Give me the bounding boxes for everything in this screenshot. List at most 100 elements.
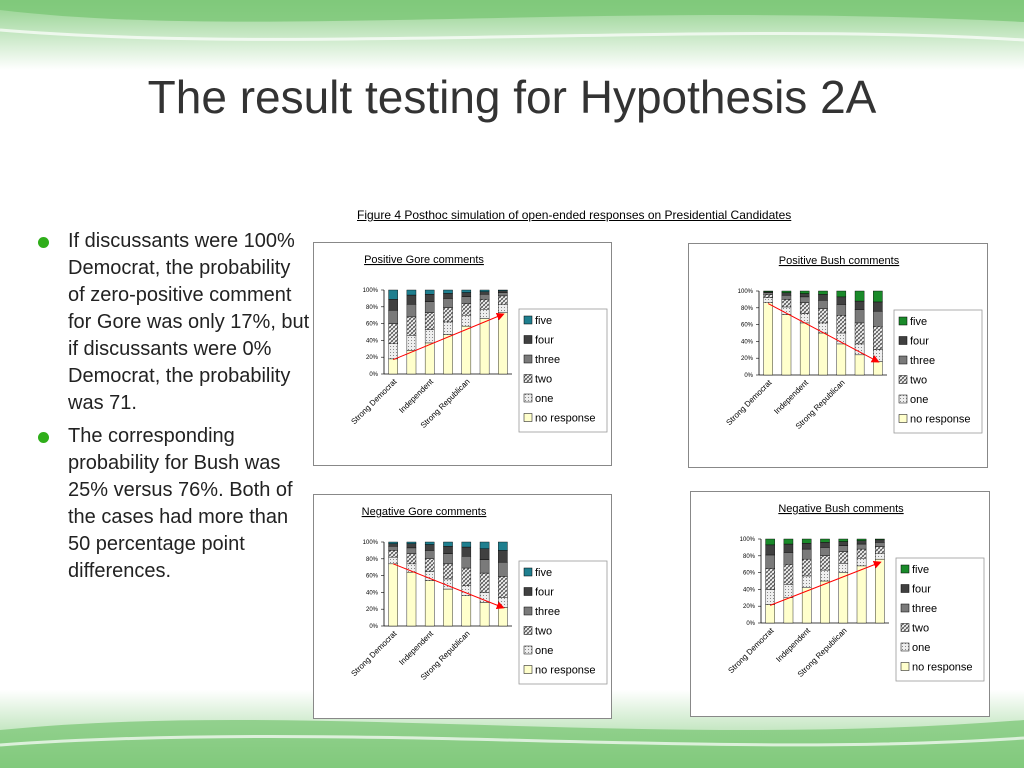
chart-title: Positive Bush comments (779, 255, 900, 267)
bar-segment-five (838, 538, 849, 542)
bar-segment-five (424, 289, 435, 295)
bar-segment-four (498, 290, 508, 293)
bar-segment-three (856, 543, 867, 550)
bar-segment-no-response (820, 580, 830, 624)
bar-segment-four (783, 543, 794, 553)
legend-swatch-two (523, 626, 533, 635)
bar-segment-three (443, 298, 453, 308)
bar-segment-five (818, 290, 828, 295)
bar-segment-one (388, 343, 398, 360)
bar-segment-five (461, 289, 472, 293)
legend-label-four: four (535, 587, 554, 599)
bar-segment-one (820, 569, 830, 582)
bar-segment-five (406, 541, 417, 544)
legend-box (895, 557, 985, 682)
bar-segment-no-response (498, 607, 508, 627)
bar-segment-four (820, 542, 830, 548)
bar-segment-five (461, 541, 472, 548)
legend-swatch-three (523, 354, 533, 364)
bar-segment-two (820, 555, 830, 571)
bar-segment-five (424, 541, 435, 545)
legend-label-no-response: no response (535, 413, 596, 425)
bar-segment-four (443, 546, 453, 554)
bar-segment-one (388, 556, 398, 565)
bar-segment-five (479, 289, 490, 292)
bar-segment-four (443, 293, 453, 299)
bar-segment-one (801, 575, 812, 588)
bar-segment-two (836, 315, 847, 334)
bar-segment-three (838, 545, 849, 552)
bar-segment-no-response (838, 572, 849, 624)
bar-segment-no-response (461, 595, 472, 627)
y-tick-label: 80% (741, 306, 754, 312)
bar-segment-five (765, 538, 775, 546)
bar-segment-one (424, 329, 435, 344)
bar-segment-no-response (424, 580, 435, 627)
bar-segment-five (783, 538, 794, 545)
bar-segment-four (836, 296, 847, 305)
bar-segment-five (801, 538, 812, 544)
x-tick-label: Strong Democrat (349, 629, 399, 679)
bar-segment-two (406, 553, 417, 565)
y-tick-label: 60% (366, 574, 379, 580)
y-tick-label: 60% (741, 323, 754, 329)
bar-segment-two (765, 568, 775, 590)
bar-segment-one (838, 563, 849, 573)
bar-segment-no-response (765, 604, 775, 624)
bar-segment-one (783, 584, 794, 599)
bar-segment-three (854, 309, 865, 324)
bar-segment-four (765, 544, 775, 556)
chart-title: Negative Bush comments (778, 503, 904, 515)
y-tick-label: 0% (369, 372, 378, 378)
y-tick-label: 80% (743, 554, 756, 560)
bar-segment-two (783, 563, 794, 585)
x-tick-label: Strong Democrat (726, 626, 776, 676)
bar-segment-no-response (479, 602, 490, 627)
legend-label-two: two (535, 626, 552, 638)
y-tick-label: 100% (740, 537, 756, 543)
chart-panel-positive-gore: Positive Gore comments 0% 20% 40% 60% 80% 100%… (313, 242, 612, 466)
legend-label-four: four (910, 336, 929, 348)
legend-swatch-one (900, 642, 910, 652)
chart-title: Positive Gore comments (364, 254, 484, 266)
bar-segment-three (479, 294, 490, 300)
bar-segment-two (498, 295, 508, 305)
bar-segment-five (799, 290, 810, 294)
bar-segment-four (388, 543, 398, 547)
bar-segment-two (875, 546, 885, 554)
legend-label-no-response: no response (912, 662, 973, 674)
bar-segment-two (388, 323, 398, 344)
y-tick-label: 60% (366, 322, 379, 328)
legend-label-three: three (535, 354, 560, 366)
bar-segment-three (763, 292, 773, 295)
bar-segment-three (836, 304, 847, 316)
bar-segment-four (388, 299, 398, 311)
bar-segment-no-response (856, 565, 867, 624)
legend-label-three: three (910, 355, 935, 367)
bar-segment-four (461, 292, 472, 297)
bar-segment-one (498, 304, 508, 313)
trend-arrow (767, 303, 880, 363)
bar-segment-no-response (461, 325, 472, 375)
bar-segment-five (875, 538, 885, 541)
bar-segment-no-response (799, 322, 810, 376)
x-tick-label: Strong Democrat (724, 378, 774, 428)
legend-label-one: one (535, 645, 553, 657)
bar-segment-one (765, 589, 775, 605)
y-tick-label: 0% (369, 624, 378, 630)
bar-segment-four (461, 546, 472, 557)
bar-segment-four (479, 548, 490, 560)
y-tick-label: 80% (366, 305, 379, 311)
chart-negative-gore: Negative Gore comments 0% 20% 40% 60% 80% 100%… (349, 506, 608, 685)
bar-segment-no-response (836, 343, 847, 376)
bar-segment-four (818, 294, 828, 301)
bar-segment-five (479, 541, 490, 549)
bar-segment-three (820, 547, 830, 557)
bullet-item: If discussants were 100% Democrat, the p… (38, 228, 310, 417)
bar-segment-three (873, 310, 883, 327)
legend-swatch-one (898, 394, 908, 404)
legend-swatch-one (523, 393, 533, 403)
bar-segment-two (818, 308, 828, 324)
bar-segment-no-response (443, 334, 453, 375)
y-tick-label: 60% (743, 571, 756, 577)
